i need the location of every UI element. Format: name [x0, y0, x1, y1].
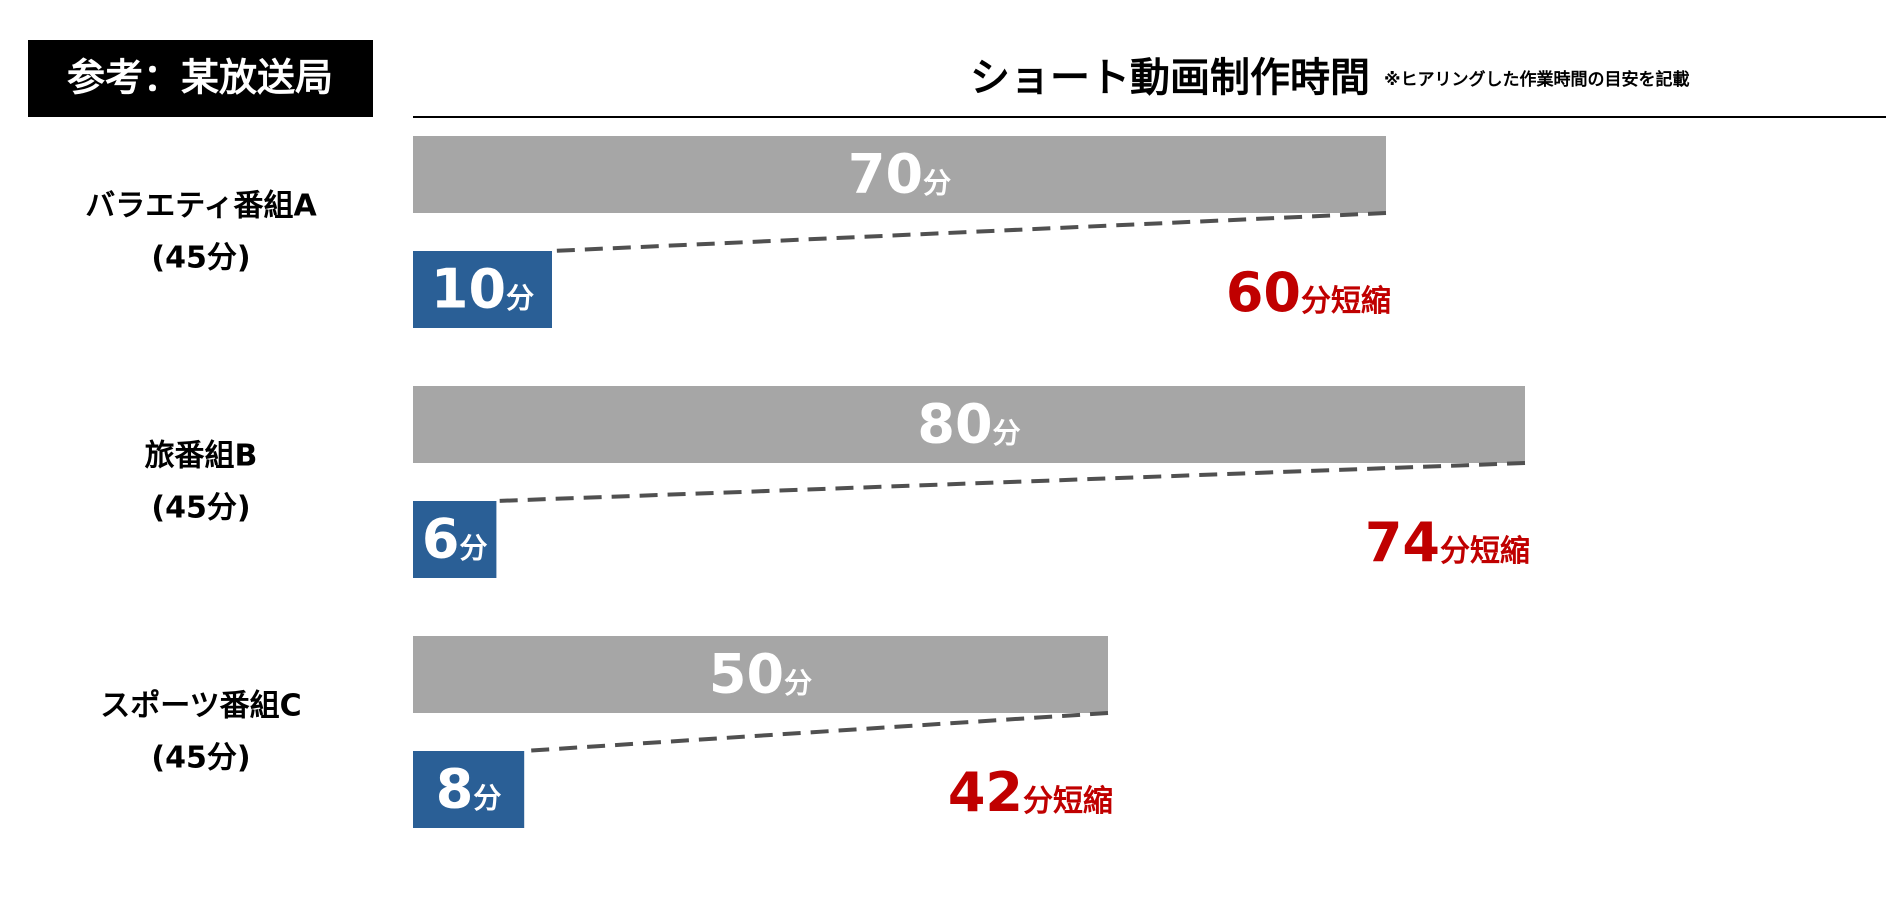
connector	[496, 461, 1526, 503]
bar	[413, 136, 1386, 213]
value-label: 8分	[436, 758, 502, 821]
bar	[413, 751, 525, 828]
value-unit: 分	[923, 167, 951, 200]
value-number: 50	[709, 643, 784, 706]
reduction-number: 74	[1365, 511, 1440, 574]
bar	[413, 386, 1525, 463]
bar	[413, 501, 497, 578]
reduction-label: 60分短縮	[1226, 261, 1391, 324]
reduction-label: 74分短縮	[1365, 511, 1530, 574]
reduction-number: 42	[948, 761, 1023, 824]
category-label: バラエティ番組A	[85, 189, 317, 224]
value-number: 8	[436, 758, 474, 821]
reduction-unit: 分短縮	[1023, 784, 1113, 819]
value-unit: 分	[993, 417, 1021, 450]
reduction-number: 60	[1226, 261, 1301, 324]
value-unit: 分	[459, 532, 487, 565]
category-label: スポーツ番組C	[100, 689, 301, 724]
category-note: (45分)	[151, 741, 250, 776]
bar	[413, 251, 552, 328]
badge-box	[28, 40, 373, 117]
category-note: (45分)	[151, 491, 250, 526]
value-unit: 分	[506, 282, 534, 315]
reduction-label: 42分短縮	[948, 761, 1113, 824]
value-number: 70	[848, 143, 923, 206]
bar	[413, 636, 1108, 713]
value-label: 6分	[422, 508, 488, 571]
value-label: 80分	[917, 393, 1020, 456]
value-label: 50分	[709, 643, 812, 706]
reduction-unit: 分短縮	[1440, 534, 1530, 569]
chart-note: ※ヒアリングした作業時間の目安を記載	[1384, 69, 1690, 90]
reduction-unit: 分短縮	[1301, 284, 1391, 319]
value-unit: 分	[473, 782, 501, 815]
value-number: 10	[431, 258, 506, 321]
value-number: 80	[917, 393, 992, 456]
badge: 参考：某放送局	[67, 56, 333, 100]
value-label: 10分	[431, 258, 534, 321]
category-note: (45分)	[151, 241, 250, 276]
connector	[551, 211, 1387, 253]
category-label: 旅番組B	[145, 439, 258, 474]
chart-title: ショート動画制作時間	[970, 55, 1370, 101]
connector	[524, 711, 1109, 753]
value-number: 6	[422, 508, 460, 571]
value-unit: 分	[784, 667, 812, 700]
value-label: 70分	[848, 143, 951, 206]
